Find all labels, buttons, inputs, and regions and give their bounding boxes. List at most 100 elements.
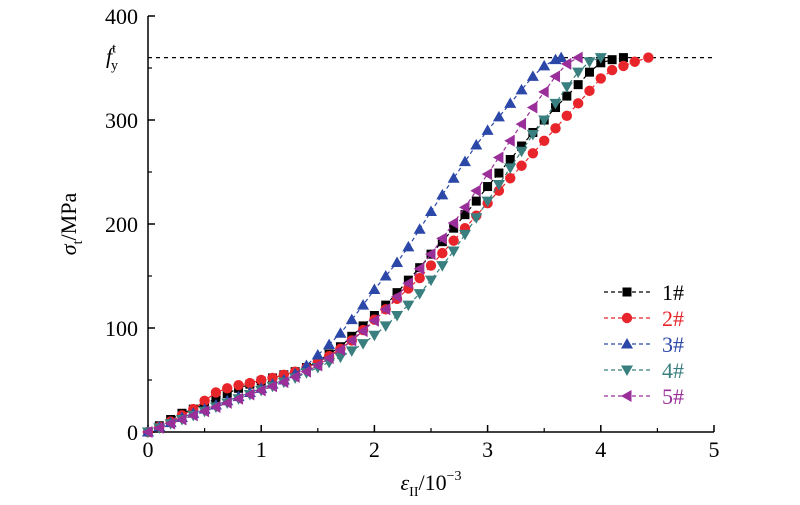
data-point xyxy=(255,384,266,397)
data-point xyxy=(516,160,527,171)
data-point xyxy=(289,370,300,383)
ref-label-sub: y xyxy=(111,59,118,74)
x-tick-label: 5 xyxy=(709,437,720,462)
data-point xyxy=(527,148,539,159)
y-label-subscript: t xyxy=(71,240,86,244)
series-line xyxy=(147,57,579,433)
data-point xyxy=(153,421,164,434)
data-point xyxy=(595,73,606,84)
data-point xyxy=(517,141,527,151)
data-point xyxy=(211,394,221,404)
data-point xyxy=(572,51,583,64)
legend-marker xyxy=(621,338,633,349)
data-point xyxy=(505,155,515,165)
data-point xyxy=(538,59,551,71)
data-point xyxy=(323,338,336,350)
data-point xyxy=(584,85,595,97)
x-axis-label: εII/10−3 xyxy=(400,469,461,500)
legend-item-3: 3# xyxy=(604,332,684,357)
data-point xyxy=(379,303,391,316)
data-point xyxy=(425,248,436,261)
x-tick-label: 1 xyxy=(256,437,267,462)
ref-label-base: f xyxy=(106,44,115,69)
data-point xyxy=(504,97,517,108)
data-point xyxy=(618,60,629,72)
data-point xyxy=(334,327,347,338)
y-tick-label: 0 xyxy=(127,420,138,445)
data-point xyxy=(414,272,425,284)
data-point xyxy=(492,179,505,191)
data-point xyxy=(233,380,244,391)
data-point xyxy=(504,134,515,147)
data-point xyxy=(594,53,607,64)
x-label-unit: /10 xyxy=(418,470,446,495)
x-tick-label: 2 xyxy=(369,437,380,462)
legend-label: 2# xyxy=(662,306,684,331)
data-point xyxy=(199,395,210,406)
data-point xyxy=(470,213,483,224)
reference-line-group: ft y xyxy=(106,42,714,74)
data-point xyxy=(413,223,426,234)
data-point xyxy=(391,256,404,267)
series-group xyxy=(142,51,654,438)
data-point xyxy=(481,168,493,181)
data-point xyxy=(368,330,381,342)
data-point xyxy=(345,313,358,325)
data-point xyxy=(504,163,517,174)
data-point xyxy=(391,290,402,303)
data-point xyxy=(357,325,368,338)
data-point xyxy=(210,387,222,398)
data-point xyxy=(323,352,334,365)
data-point xyxy=(492,110,505,122)
data-point xyxy=(562,91,572,101)
legend-marker xyxy=(621,390,632,402)
data-point xyxy=(460,210,470,220)
ref-label-sup: t xyxy=(112,42,116,57)
data-point xyxy=(334,343,345,356)
data-point xyxy=(618,53,628,63)
data-point xyxy=(402,300,415,312)
data-point xyxy=(471,196,481,206)
data-point xyxy=(483,182,493,192)
legend-item-2: 2# xyxy=(604,306,684,331)
axes: 0 1 2 3 4 5 0 100 200 300 400 xyxy=(105,4,720,462)
data-point xyxy=(142,426,153,438)
data-point xyxy=(175,413,187,426)
data-point xyxy=(549,70,561,83)
data-point xyxy=(345,334,357,347)
data-point xyxy=(425,275,437,287)
data-point xyxy=(164,417,176,430)
data-point xyxy=(550,123,561,134)
data-point xyxy=(449,223,459,233)
data-point xyxy=(357,339,370,350)
data-point xyxy=(187,409,198,422)
data-point xyxy=(560,57,572,70)
data-point xyxy=(345,346,358,357)
series-3 xyxy=(142,51,568,437)
legend-label: 1# xyxy=(662,280,684,305)
x-tick-label: 3 xyxy=(482,437,493,462)
y-label-unit: /MPa xyxy=(56,193,81,241)
data-point xyxy=(436,232,447,245)
data-point xyxy=(629,56,640,67)
series-line xyxy=(147,57,649,433)
data-point xyxy=(402,277,413,290)
legend-marker xyxy=(621,312,633,324)
data-point xyxy=(538,85,549,98)
y-tick-label: 100 xyxy=(105,316,138,341)
data-point xyxy=(515,118,527,131)
series-2 xyxy=(142,52,654,438)
data-point xyxy=(209,401,221,414)
data-point xyxy=(494,168,504,178)
data-point xyxy=(244,377,256,389)
yield-reference-label: ft y xyxy=(106,42,118,74)
data-point xyxy=(436,261,449,272)
data-point xyxy=(392,288,402,298)
data-point xyxy=(311,349,324,360)
data-point xyxy=(277,376,289,389)
data-point xyxy=(437,247,448,259)
data-point xyxy=(256,374,267,386)
legend-label: 4# xyxy=(662,358,684,383)
legend-marker xyxy=(621,365,633,376)
